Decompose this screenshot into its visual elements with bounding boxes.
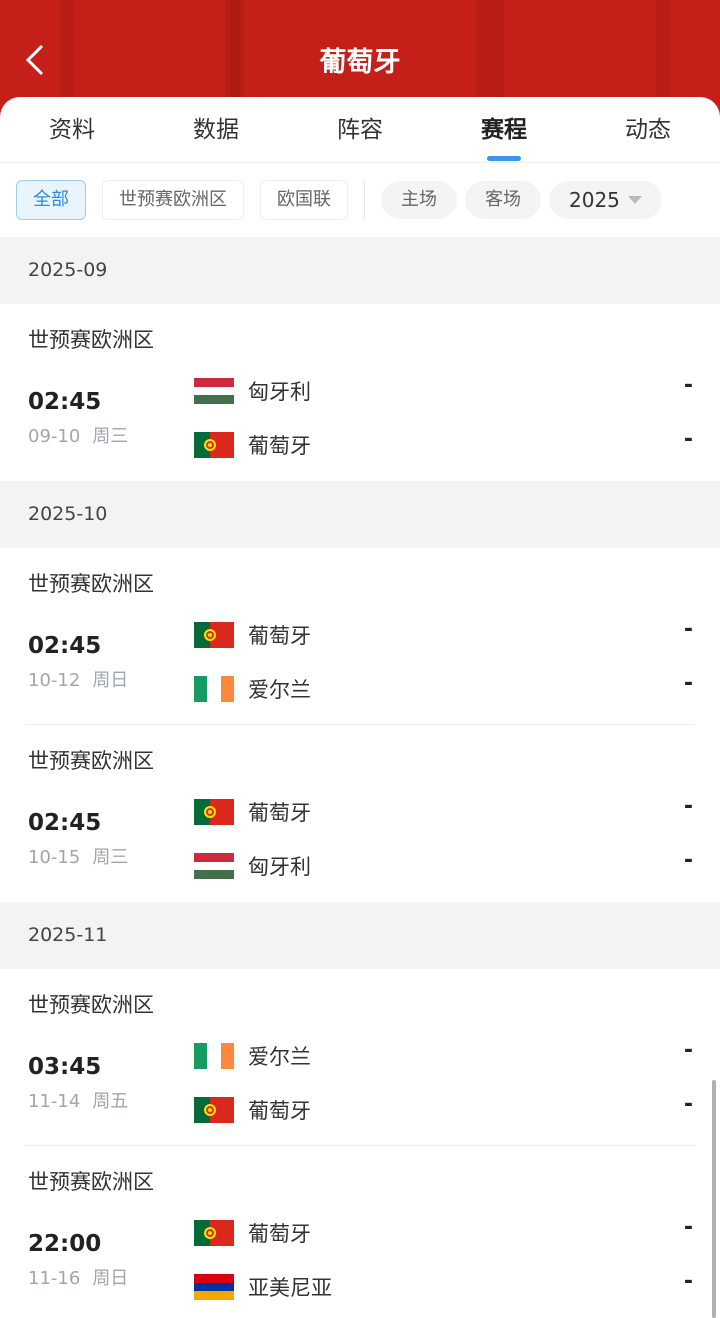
away-team-name: 葡萄牙 <box>248 434 311 458</box>
tab-0[interactable]: 资料 <box>49 117 95 143</box>
weekday: 周五 <box>92 1091 129 1112</box>
filter-competition-chip[interactable]: 欧国联 <box>260 180 348 220</box>
away-team[interactable]: 葡萄牙 <box>194 1095 311 1125</box>
home-team[interactable]: 葡萄牙 <box>194 620 311 650</box>
home-team[interactable]: 匈牙利 <box>194 376 311 406</box>
hungary-flag-icon <box>194 853 234 879</box>
match-date: 10-12 周日 <box>28 666 128 692</box>
match-date: 11-14 周五 <box>28 1087 128 1113</box>
away-score: - <box>683 1092 693 1117</box>
kickoff-time: 02:45 <box>28 389 102 415</box>
month-header: 2025-10 <box>0 481 720 548</box>
tab-1[interactable]: 数据 <box>193 117 239 143</box>
filter-venue-pill[interactable]: 主场 <box>381 181 457 219</box>
away-team[interactable]: 亚美尼亚 <box>194 1272 332 1302</box>
filter-bar: 全部 世预赛欧洲区 欧国联 主场 客场 2025 <box>0 163 720 237</box>
date-value: 11-14 <box>28 1091 81 1112</box>
tab-bar: 资料 数据 阵容 赛程 动态 <box>0 97 720 163</box>
match-row[interactable]: 世预赛欧洲区 22:00 11-16 周日 葡萄牙 - 亚美尼亚 - <box>0 1146 720 1318</box>
portugal-flag-icon <box>194 1220 234 1246</box>
away-score: - <box>683 427 693 452</box>
date-value: 09-10 <box>28 426 81 447</box>
content-card: 资料 数据 阵容 赛程 动态 全部 世预赛欧洲区 欧国联 主场 客场 2025 2025-09 世预… <box>0 97 720 1318</box>
home-team[interactable]: 葡萄牙 <box>194 797 311 827</box>
home-score: - <box>683 617 693 642</box>
ireland-flag-icon <box>194 676 234 702</box>
home-team-name: 匈牙利 <box>248 380 311 404</box>
away-team-name: 亚美尼亚 <box>248 1276 332 1300</box>
match-date: 11-16 周日 <box>28 1264 128 1290</box>
home-team-name: 爱尔兰 <box>248 1045 311 1069</box>
match-date: 10-15 周三 <box>28 843 128 869</box>
row-divider <box>25 1145 695 1146</box>
filter-divider <box>364 181 365 219</box>
tab-2[interactable]: 阵容 <box>337 117 383 143</box>
match-date: 09-10 周三 <box>28 422 128 448</box>
match-row[interactable]: 世预赛欧洲区 02:45 10-15 周三 葡萄牙 - 匈牙利 - <box>0 725 720 902</box>
away-team-name: 匈牙利 <box>248 855 311 879</box>
row-divider <box>25 724 695 725</box>
filter-competition-chip[interactable]: 世预赛欧洲区 <box>102 180 244 220</box>
tab-4[interactable]: 动态 <box>625 117 671 143</box>
match-row[interactable]: 世预赛欧洲区 02:45 10-12 周日 葡萄牙 - 爱尔兰 - <box>0 548 720 725</box>
home-score: - <box>683 373 693 398</box>
armenia-flag-icon <box>194 1274 234 1300</box>
date-value: 10-12 <box>28 670 81 691</box>
home-team[interactable]: 爱尔兰 <box>194 1041 311 1071</box>
match-row[interactable]: 世预赛欧洲区 03:45 11-14 周五 爱尔兰 - 葡萄牙 - <box>0 969 720 1146</box>
tab-3[interactable]: 赛程 <box>432 97 576 162</box>
weekday: 周日 <box>92 1268 129 1289</box>
kickoff-time: 03:45 <box>28 1054 102 1080</box>
home-score: - <box>683 794 693 819</box>
home-score: - <box>683 1215 693 1240</box>
league-name: 世预赛欧洲区 <box>28 572 154 596</box>
away-score: - <box>683 1269 693 1294</box>
year-value: 2025 <box>569 188 620 212</box>
away-score: - <box>683 671 693 696</box>
date-value: 10-15 <box>28 847 81 868</box>
away-team-name: 葡萄牙 <box>248 1099 311 1123</box>
league-name: 世预赛欧洲区 <box>28 993 154 1017</box>
dropdown-caret-icon <box>627 196 642 204</box>
filter-venue-pill[interactable]: 客场 <box>465 181 541 219</box>
home-team-name: 葡萄牙 <box>248 624 311 648</box>
ireland-flag-icon <box>194 1043 234 1069</box>
league-name: 世预赛欧洲区 <box>28 328 154 352</box>
schedule-list: 2025-09 世预赛欧洲区 02:45 09-10 周三 匈牙利 - 葡萄牙 -2025-10… <box>0 237 720 1318</box>
portugal-flag-icon <box>194 432 234 458</box>
home-team-name: 葡萄牙 <box>248 1222 311 1246</box>
month-header: 2025-11 <box>0 902 720 969</box>
away-score: - <box>683 848 693 873</box>
portugal-flag-icon <box>194 622 234 648</box>
year-select[interactable]: 2025 <box>549 181 662 219</box>
weekday: 周日 <box>92 670 129 691</box>
scrollbar[interactable] <box>712 1080 716 1318</box>
portugal-flag-icon <box>194 799 234 825</box>
portugal-flag-icon <box>194 1097 234 1123</box>
page-title: 葡萄牙 <box>319 47 401 78</box>
away-team[interactable]: 葡萄牙 <box>194 430 311 460</box>
match-row[interactable]: 世预赛欧洲区 02:45 09-10 周三 匈牙利 - 葡萄牙 - <box>0 304 720 481</box>
league-name: 世预赛欧洲区 <box>28 749 154 773</box>
kickoff-time: 02:45 <box>28 810 102 836</box>
league-name: 世预赛欧洲区 <box>28 1170 154 1194</box>
home-team-name: 葡萄牙 <box>248 801 311 825</box>
home-score: - <box>683 1038 693 1063</box>
weekday: 周三 <box>92 426 129 447</box>
weekday: 周三 <box>92 847 129 868</box>
away-team[interactable]: 爱尔兰 <box>194 674 311 704</box>
kickoff-time: 22:00 <box>28 1231 102 1257</box>
month-header: 2025-09 <box>0 237 720 304</box>
date-value: 11-16 <box>28 1268 81 1289</box>
kickoff-time: 02:45 <box>28 633 102 659</box>
chevron-left-icon[interactable] <box>20 42 56 78</box>
filter-competition-chip[interactable]: 全部 <box>16 180 86 220</box>
hungary-flag-icon <box>194 378 234 404</box>
home-team[interactable]: 葡萄牙 <box>194 1218 311 1248</box>
away-team-name: 爱尔兰 <box>248 678 311 702</box>
away-team[interactable]: 匈牙利 <box>194 851 311 881</box>
